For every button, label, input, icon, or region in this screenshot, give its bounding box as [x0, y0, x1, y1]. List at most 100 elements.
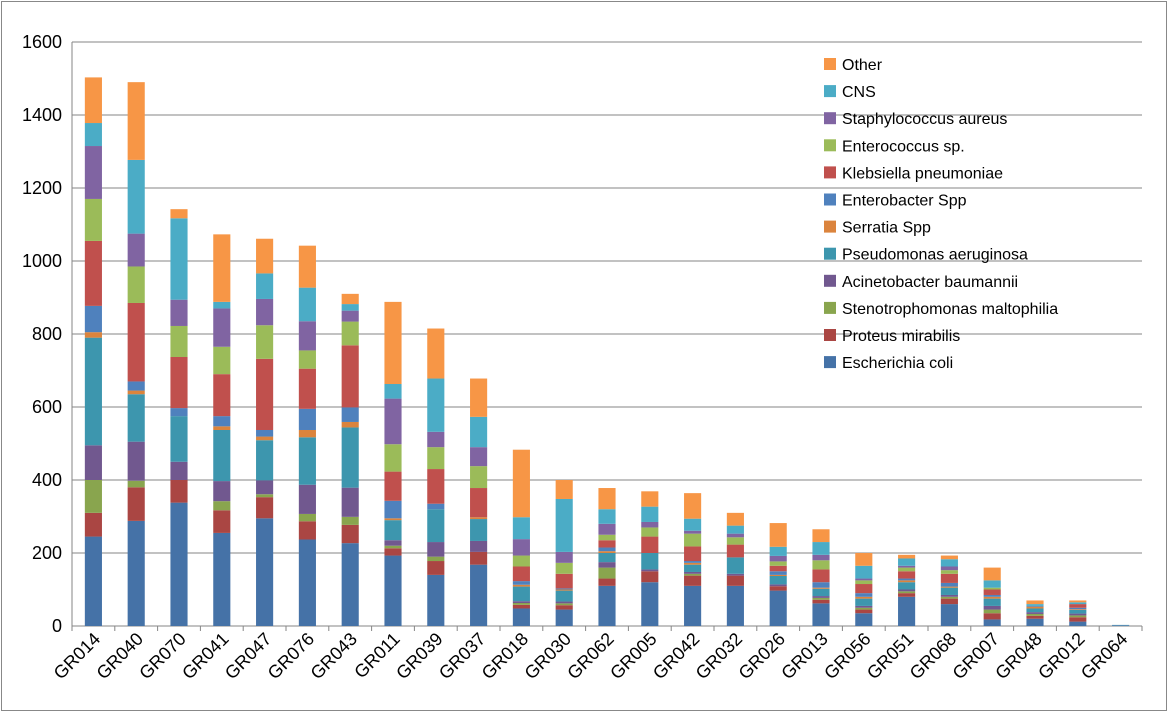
bar-segment	[1026, 613, 1044, 616]
bar-segment	[812, 582, 830, 588]
bar-segment	[213, 510, 231, 533]
bar-segment	[256, 480, 274, 495]
bar-segment	[384, 444, 402, 472]
bar-segment	[684, 564, 702, 572]
bar-segment	[298, 408, 316, 430]
bar-segment	[84, 332, 102, 338]
bar-segment	[641, 506, 659, 522]
bar-segment	[427, 561, 445, 575]
bar-segment	[1069, 609, 1087, 614]
x-tick-label: GR007	[949, 629, 1003, 683]
bar-segment	[684, 493, 702, 519]
bar-segment	[384, 520, 402, 541]
bar-segment	[641, 582, 659, 626]
bar-segment	[127, 480, 145, 488]
bar-segment	[256, 325, 274, 359]
bar-segment	[213, 374, 231, 417]
bar-segment	[213, 308, 231, 347]
bar-segment	[1026, 612, 1044, 614]
bar-segment	[898, 567, 916, 572]
bar-segment	[1026, 615, 1044, 619]
bar-segment	[855, 565, 873, 579]
bar-segment	[84, 445, 102, 480]
bar-segment	[341, 321, 359, 346]
bar-segment	[641, 527, 659, 537]
bar-segment	[726, 585, 744, 626]
bar-segment	[555, 480, 573, 499]
bar-segment	[855, 593, 873, 597]
bar-segment	[427, 509, 445, 543]
bar-segment	[598, 509, 616, 524]
bar-segment	[555, 551, 573, 563]
bar-segment	[940, 587, 958, 595]
bar-segment	[812, 599, 830, 604]
bar-segment	[983, 598, 1001, 606]
bar-segment	[726, 512, 744, 526]
bar-segment	[855, 580, 873, 585]
x-tick-label: GR037	[435, 629, 489, 683]
bar-segment	[898, 580, 916, 583]
bar-segment	[341, 293, 359, 305]
y-tick-label: 400	[32, 470, 62, 490]
bar-segment	[555, 609, 573, 626]
bar-segment	[1026, 608, 1044, 613]
bar-segment	[170, 325, 188, 357]
x-tick-label: GR051	[863, 629, 917, 683]
bar-segment	[726, 573, 744, 576]
bar-segment	[84, 123, 102, 147]
bar-segment	[940, 582, 958, 587]
bar-segment	[298, 539, 316, 626]
bar-segment	[983, 589, 1001, 595]
bar-segment	[641, 491, 659, 507]
bar-segment	[983, 594, 1001, 597]
bar-segment	[470, 466, 488, 489]
legend-swatch	[824, 274, 836, 287]
bar-segment	[170, 356, 188, 409]
bar-segment	[983, 619, 1001, 626]
bar-segment	[384, 545, 402, 549]
y-tick-label: 600	[32, 397, 62, 417]
bar-segment	[855, 598, 873, 606]
bar-segment	[641, 571, 659, 583]
x-tick-label: GR032	[692, 629, 746, 683]
bar-segment	[127, 487, 145, 521]
bar-segment	[726, 557, 744, 574]
bar-segment	[84, 512, 102, 537]
bar-segment	[298, 513, 316, 522]
bar-segment	[84, 536, 102, 626]
y-tick-label: 800	[32, 324, 62, 344]
bar-segment	[555, 498, 573, 552]
bar-segment	[127, 302, 145, 382]
bar-segment	[598, 551, 616, 553]
legend-swatch	[824, 356, 836, 369]
bar-segment	[213, 416, 231, 427]
bar-segment	[256, 440, 274, 481]
bar-segment	[898, 593, 916, 597]
bar-segment	[940, 555, 958, 560]
legend-label: Enterobacter Spp	[842, 193, 967, 210]
bar-segment	[1069, 615, 1087, 618]
bar-segment	[512, 586, 530, 602]
x-tick-label: GR064	[1077, 629, 1131, 683]
bar-segment	[256, 273, 274, 299]
x-tick-label: GR040	[93, 629, 147, 683]
bar-segment	[512, 555, 530, 567]
bar-segment	[726, 537, 744, 545]
bar-segment	[769, 590, 787, 626]
y-tick-label: 1200	[22, 178, 62, 198]
legend-label: Other	[842, 57, 883, 74]
bar-segment	[598, 562, 616, 568]
bar-segment	[726, 575, 744, 586]
bar-segment	[983, 580, 1001, 588]
bar-segment	[598, 547, 616, 552]
bar-segment	[170, 502, 188, 626]
bar-segment	[1069, 607, 1087, 610]
bar-segment	[1069, 609, 1087, 610]
bar-segment	[855, 605, 873, 608]
bar-segment	[298, 350, 316, 369]
bar-segment	[769, 571, 787, 575]
bar-segment	[256, 429, 274, 437]
bar-segment	[983, 587, 1001, 590]
legend-swatch	[824, 58, 836, 70]
